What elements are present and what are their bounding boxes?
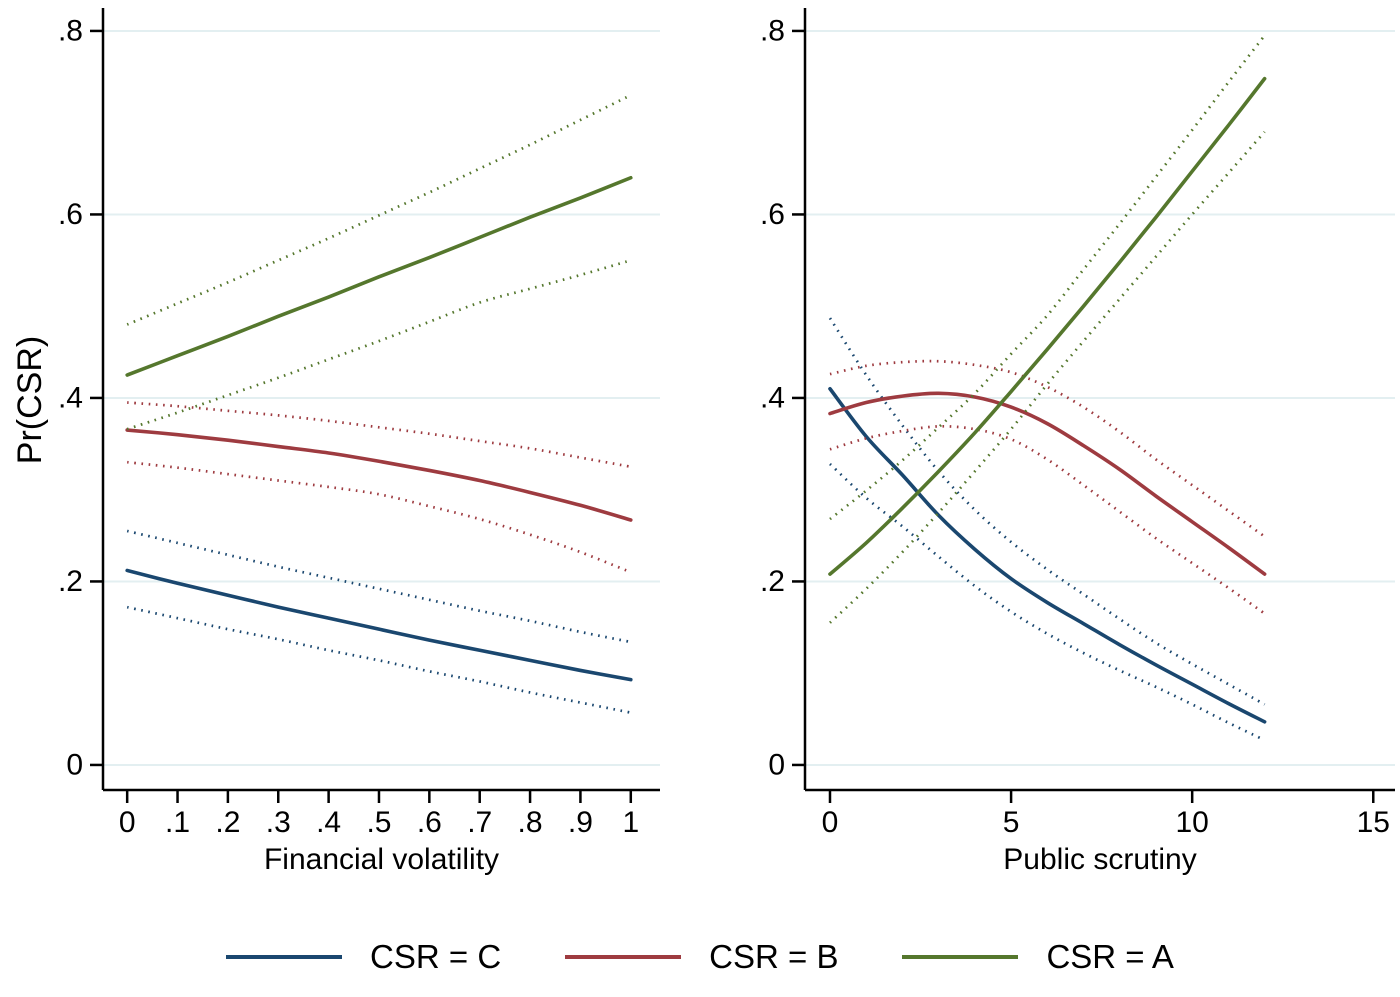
line-CSRA (828, 76, 1267, 576)
ci-ci_lower-CSRA (829, 130, 1266, 624)
legend-label-csr-a: CSR = A (1046, 938, 1174, 975)
line-CSRB (125, 428, 633, 522)
svg-text:.4: .4 (760, 381, 785, 414)
y-axis-title: Pr(CSR) (11, 335, 49, 465)
svg-text:.6: .6 (417, 806, 442, 839)
svg-text:0: 0 (822, 806, 839, 839)
svg-text:.9: .9 (568, 806, 593, 839)
svg-text:.8: .8 (760, 14, 785, 47)
legend-line-csr-b (565, 955, 682, 959)
ci-ci_lower-CSRC (126, 605, 632, 714)
svg-text:.1: .1 (165, 806, 190, 839)
ci-ci_lower-CSRA (126, 259, 632, 431)
panel-0: 0 .2 .4 .6 .8 0 .1 .2 .3 .4 .5 .6 .7 .8 .9 1 (58, 8, 660, 839)
line-CSRB (828, 391, 1267, 576)
svg-text:.4: .4 (58, 381, 83, 414)
svg-text:.5: .5 (366, 806, 391, 839)
svg-text:.2: .2 (215, 806, 240, 839)
svg-text:.6: .6 (58, 198, 83, 231)
svg-text:0: 0 (66, 748, 83, 781)
svg-text:15: 15 (1357, 806, 1390, 839)
line-CSRC (125, 568, 633, 682)
legend-line-csr-a (902, 955, 1019, 959)
legend: CSR = C CSR = B CSR = A (0, 938, 1400, 976)
ci-ci_upper-CSRA (829, 34, 1266, 521)
panel-1: 0 .2 .4 .6 .8 0 5 10 15 (760, 8, 1395, 839)
ci-ci_lower-CSRB (127, 460, 632, 574)
svg-text:0: 0 (119, 806, 136, 839)
ci-ci_upper-CSRC (828, 317, 1266, 706)
svg-text:.2: .2 (58, 565, 83, 598)
legend-entry-csr-a: CSR = A (902, 938, 1174, 976)
legend-label-csr-c: CSR = C (370, 938, 502, 975)
svg-text:.2: .2 (760, 565, 785, 598)
legend-label-csr-b: CSR = B (709, 938, 839, 975)
x-axis-title-right: Public scrutiny (1003, 843, 1197, 876)
svg-text:0: 0 (768, 748, 785, 781)
line-CSRC (828, 386, 1267, 724)
x-axis-title-left: Financial volatility (263, 843, 500, 876)
legend-entry-csr-c: CSR = C (226, 938, 501, 976)
svg-text:.7: .7 (467, 806, 492, 839)
svg-text:5: 5 (1003, 806, 1020, 839)
svg-text:.6: .6 (760, 198, 785, 231)
svg-text:.4: .4 (316, 806, 341, 839)
svg-text:.8: .8 (518, 806, 543, 839)
svg-text:.3: .3 (266, 806, 291, 839)
legend-entry-csr-b: CSR = B (565, 938, 838, 976)
ci-ci_upper-CSRC (126, 529, 632, 644)
line-CSRA (125, 175, 633, 377)
two-panel-line-chart: 0.2.4.6.80.1.2.3.4.5.6.7.8.9 10.2.4.6.80 5… (58, 8, 1395, 839)
legend-line-csr-c (226, 955, 343, 959)
ci-ci_upper-CSRB (127, 401, 632, 469)
ci-ci_lower-CSRB (829, 424, 1266, 615)
ci-ci_upper-CSRB (829, 359, 1266, 538)
svg-text:10: 10 (1175, 806, 1208, 839)
ci-ci_upper-CSRA (126, 93, 632, 326)
svg-text:.8: .8 (58, 14, 83, 47)
svg-text:1: 1 (622, 806, 639, 839)
